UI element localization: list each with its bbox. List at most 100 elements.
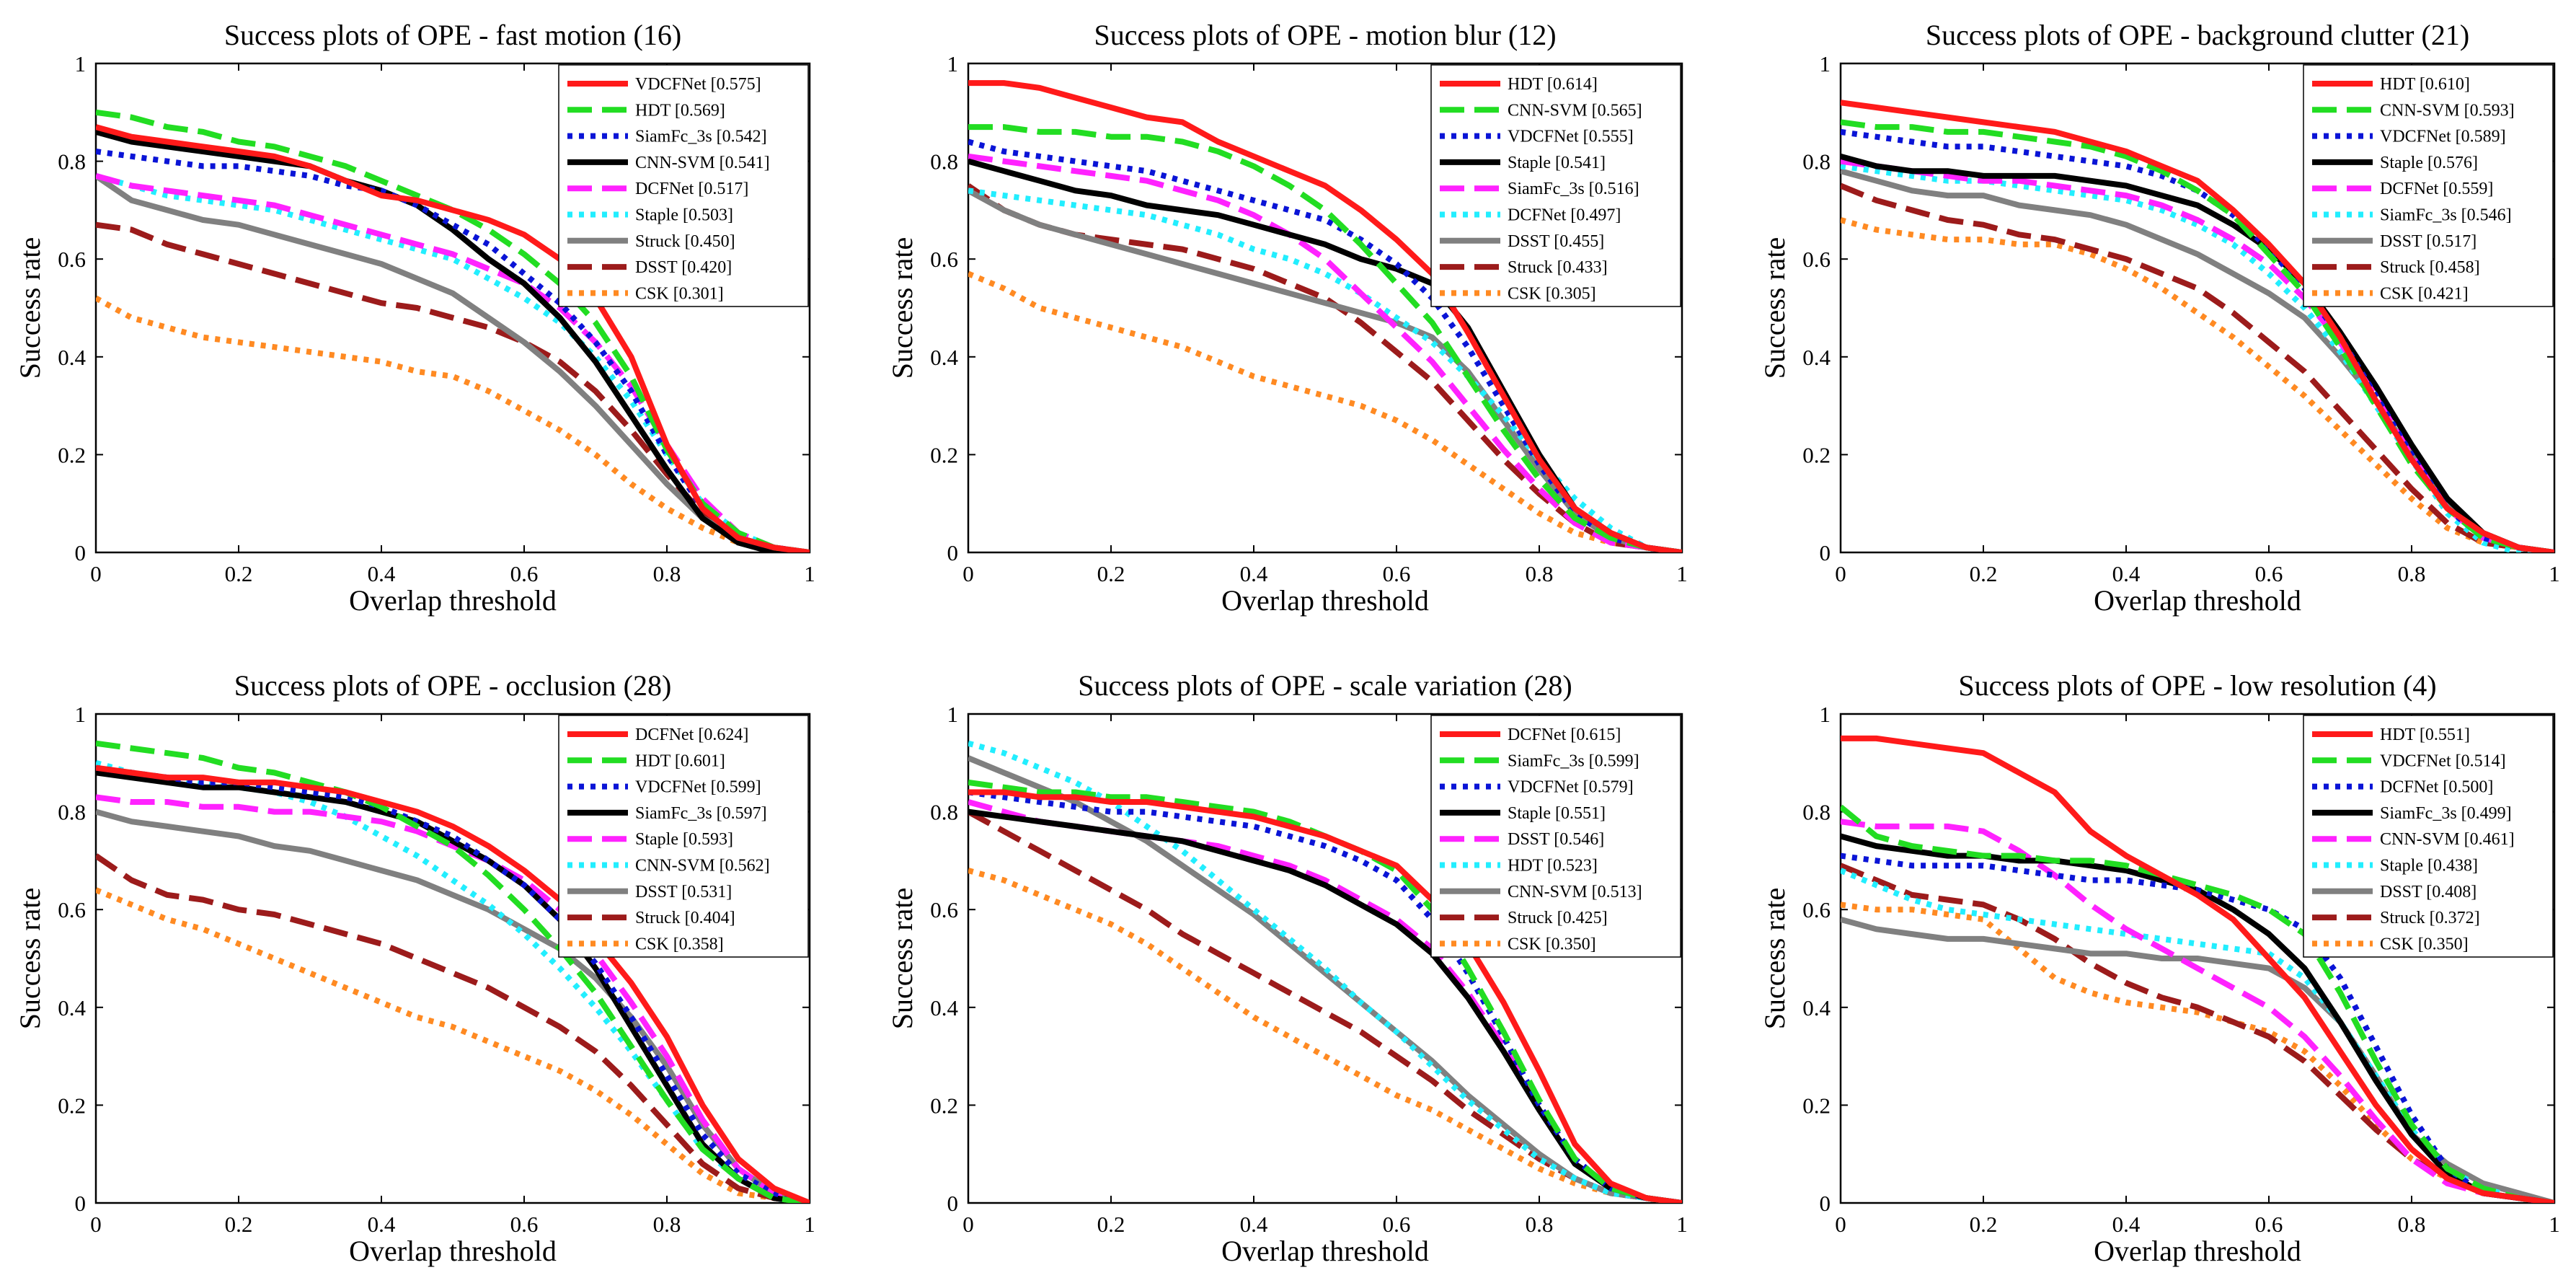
chart-panel-3: Success plots of OPE - background clutte… xyxy=(1758,19,2560,617)
plot-frame xyxy=(94,62,811,554)
plot-frame xyxy=(967,713,1683,1204)
x-tick-label: 1 xyxy=(1676,561,1688,586)
legend-entry: SiamFc_3s [0.542] xyxy=(635,128,767,146)
plot-frame xyxy=(94,713,811,1204)
y-tick-label: 0 xyxy=(947,540,959,565)
legend-entry: Struck [0.458] xyxy=(2380,258,2480,277)
x-tick-label: 0.8 xyxy=(653,561,681,586)
legend-entry: HDT [0.569] xyxy=(635,101,725,120)
legend-entry: VDCFNet [0.599] xyxy=(635,778,761,797)
series-line-csk xyxy=(96,295,810,552)
x-tick-label: 0.4 xyxy=(368,1212,396,1237)
series-line-staple xyxy=(968,808,1682,1203)
x-tick-label: 0 xyxy=(1835,561,1846,586)
legend-entry: VDCFNet [0.589] xyxy=(2380,128,2506,146)
legend-entry: CSK [0.350] xyxy=(1508,935,1596,953)
legend-entry: CSK [0.421] xyxy=(2380,284,2469,303)
y-tick-label: 0.6 xyxy=(58,247,86,272)
legend-entry: Staple [0.541] xyxy=(1508,154,1606,172)
legend-entry: CSK [0.301] xyxy=(635,284,724,303)
x-tick-label: 1 xyxy=(2549,1212,2560,1237)
y-axis-label: Success rate xyxy=(886,237,919,379)
y-tick-label: 1 xyxy=(947,51,959,76)
legend-entry: DSST [0.517] xyxy=(2380,232,2477,251)
legend-entry: DCFNet [0.497] xyxy=(1508,206,1621,225)
series-line-hdt xyxy=(968,740,1682,1203)
series-lines xyxy=(968,740,1682,1203)
series-line-vdcfnet xyxy=(1841,804,2554,1203)
series-line-dcfnet xyxy=(1841,852,2554,1203)
y-tick-label: 0.2 xyxy=(58,442,86,467)
x-tick-label: 0.4 xyxy=(2112,561,2141,586)
legend-entry: HDT [0.551] xyxy=(2380,726,2470,744)
legend-entry: Struck [0.433] xyxy=(1508,258,1608,277)
x-tick-label: 0.8 xyxy=(653,1212,681,1237)
legend-entry: VDCFNet [0.555] xyxy=(1508,128,1634,146)
chart-title: Success plots of OPE - background clutte… xyxy=(1926,19,2469,51)
x-axis-label: Overlap threshold xyxy=(1221,584,1429,617)
legend-entry: Staple [0.576] xyxy=(2380,154,2478,172)
series-line-csk xyxy=(1841,901,2554,1203)
legend-entry: SiamFc_3s [0.499] xyxy=(2380,804,2512,823)
series-line-vdcfnet xyxy=(96,764,810,1203)
legend-entry: CNN-SVM [0.513] xyxy=(1508,883,1642,901)
y-tick-label: 0.4 xyxy=(930,345,958,370)
series-line-dcfnet xyxy=(96,764,810,1203)
series-line-struck xyxy=(96,853,810,1203)
x-tick-label: 0.2 xyxy=(1097,1212,1125,1237)
x-tick-label: 0 xyxy=(90,561,102,586)
series-lines xyxy=(1841,100,2554,552)
x-tick-label: 0.6 xyxy=(510,561,539,586)
series-lines xyxy=(968,80,1682,552)
legend-entry: CNN-SVM [0.593] xyxy=(2380,101,2515,120)
series-line-struck xyxy=(968,183,1682,552)
series-lines xyxy=(96,109,810,552)
x-tick-label: 0.2 xyxy=(1970,1212,1998,1237)
y-tick-label: 0.8 xyxy=(930,800,958,825)
legend: HDT [0.551] VDCFNet [0.514] DCFNet [0.500]… xyxy=(2303,715,2554,958)
x-tick-label: 0.8 xyxy=(2398,1212,2426,1237)
series-lines xyxy=(96,740,810,1203)
legend: HDT [0.614] CNN-SVM [0.565] VDCFNet [0.555… xyxy=(1430,64,1681,307)
x-axis-label: Overlap threshold xyxy=(349,1235,557,1267)
y-tick-label: 1 xyxy=(947,702,959,727)
y-tick-label: 0.4 xyxy=(1802,995,1831,1020)
legend-entry: DSST [0.455] xyxy=(1508,232,1604,251)
y-tick-label: 0.2 xyxy=(930,1093,958,1118)
series-line-hdt xyxy=(1841,735,2554,1203)
series-line-hdt xyxy=(96,740,810,1203)
legend-entry: DCFNet [0.624] xyxy=(635,726,748,744)
chart-panel-6: Success plots of OPE - low resolution (4… xyxy=(1758,669,2560,1267)
series-line-hdt xyxy=(1841,100,2554,552)
x-tick-label: 0 xyxy=(1835,1212,1846,1237)
y-tick-label: 0.6 xyxy=(1802,897,1831,922)
x-tick-label: 0.4 xyxy=(2112,1212,2141,1237)
x-tick-label: 0.4 xyxy=(1240,1212,1268,1237)
chart-panel-2: Success plots of OPE - motion blur (12) 0… xyxy=(886,19,1688,617)
legend: DCFNet [0.624] HDT [0.601] VDCFNet [0.599]… xyxy=(558,715,809,958)
x-tick-label: 0.4 xyxy=(1240,561,1268,586)
y-tick-label: 0.8 xyxy=(930,149,958,175)
chart-title: Success plots of OPE - low resolution (4… xyxy=(1958,669,2436,702)
x-tick-label: 0.6 xyxy=(1383,1212,1411,1237)
y-tick-label: 0.6 xyxy=(930,247,958,272)
series-line-dcfnet xyxy=(968,188,1682,552)
y-axis-label: Success rate xyxy=(1758,237,1791,379)
legend-entry: Staple [0.551] xyxy=(1508,804,1606,823)
y-tick-label: 0.2 xyxy=(58,1093,86,1118)
legend-entry: Struck [0.425] xyxy=(1508,909,1608,927)
y-tick-label: 0 xyxy=(1820,1191,1831,1216)
legend-entry: SiamFc_3s [0.599] xyxy=(1508,751,1639,770)
legend-entry: Struck [0.372] xyxy=(2380,909,2480,927)
chart-panel-5: Success plots of OPE - scale variation (… xyxy=(886,669,1688,1267)
series-line-staple xyxy=(96,794,810,1203)
x-tick-label: 0.2 xyxy=(1970,561,1998,586)
chart-title: Success plots of OPE - scale variation (… xyxy=(1078,669,1572,702)
legend-entry: CNN-SVM [0.541] xyxy=(635,154,770,172)
y-axis-label: Success rate xyxy=(14,888,46,1030)
legend-entry: DSST [0.531] xyxy=(635,883,732,901)
series-line-staple xyxy=(1841,153,2554,552)
legend-entry: HDT [0.610] xyxy=(2380,75,2470,94)
series-line-siamfc-3s xyxy=(96,770,810,1203)
legend-entry: CSK [0.305] xyxy=(1508,284,1596,303)
